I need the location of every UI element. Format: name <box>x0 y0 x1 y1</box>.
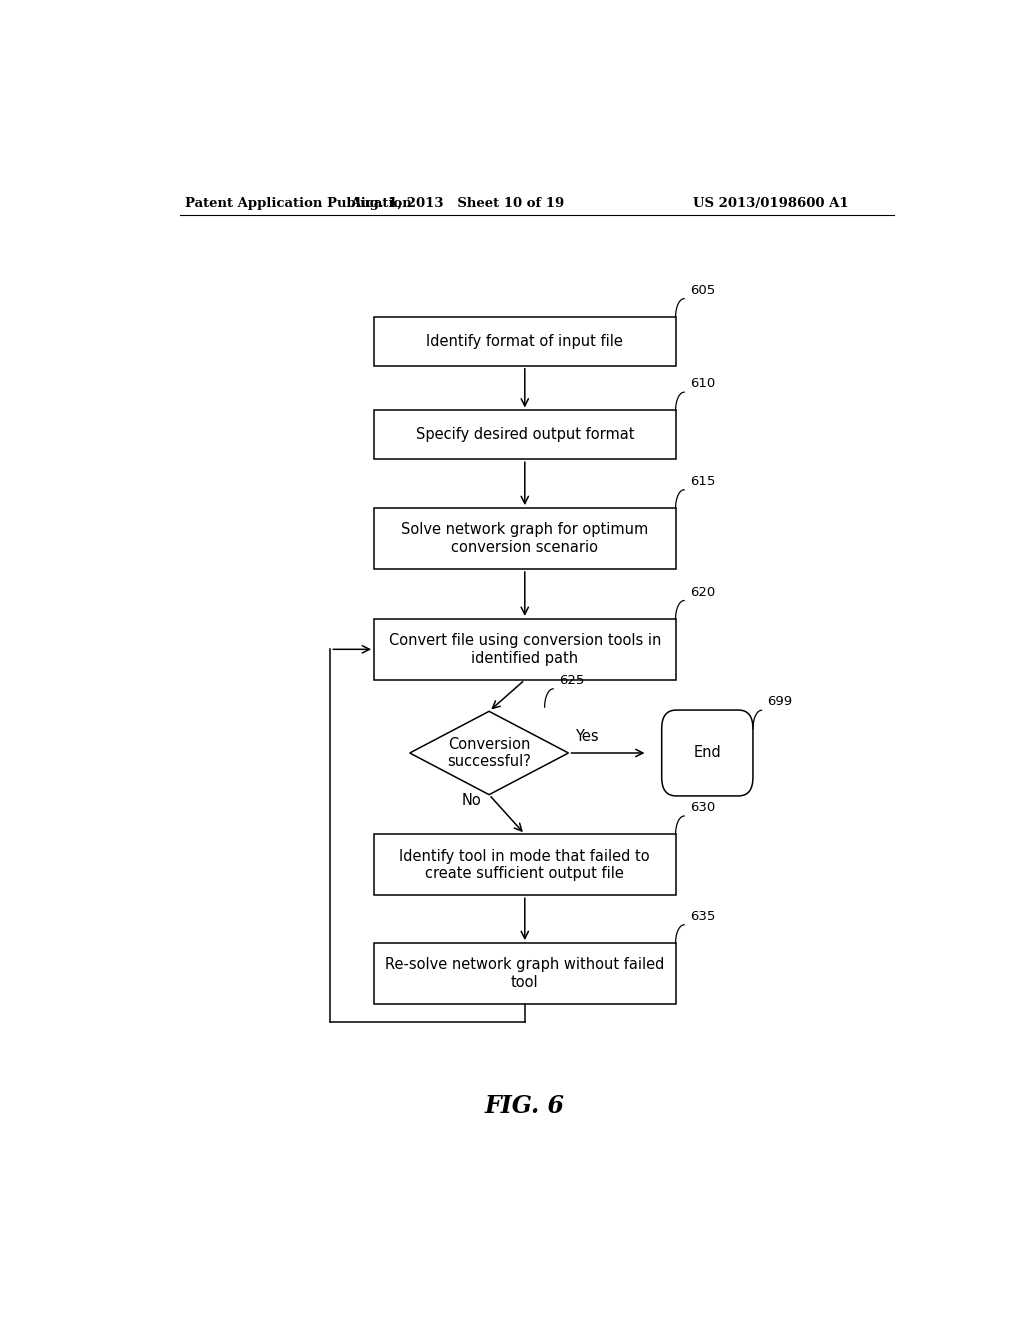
FancyBboxPatch shape <box>374 942 676 1005</box>
Text: 625: 625 <box>559 673 585 686</box>
Polygon shape <box>410 711 568 795</box>
Text: Identify tool in mode that failed to
create sufficient output file: Identify tool in mode that failed to cre… <box>399 849 650 880</box>
Text: Identify format of input file: Identify format of input file <box>426 334 624 348</box>
Text: 605: 605 <box>690 284 715 297</box>
Text: Solve network graph for optimum
conversion scenario: Solve network graph for optimum conversi… <box>401 523 648 554</box>
Text: Patent Application Publication: Patent Application Publication <box>185 197 412 210</box>
Text: FIG. 6: FIG. 6 <box>484 1094 565 1118</box>
Text: Aug. 1, 2013   Sheet 10 of 19: Aug. 1, 2013 Sheet 10 of 19 <box>350 197 564 210</box>
FancyBboxPatch shape <box>374 834 676 895</box>
Text: 610: 610 <box>690 378 715 391</box>
Text: US 2013/0198600 A1: US 2013/0198600 A1 <box>693 197 849 210</box>
Text: 620: 620 <box>690 586 715 598</box>
FancyBboxPatch shape <box>374 508 676 569</box>
Text: Convert file using conversion tools in
identified path: Convert file using conversion tools in i… <box>389 634 660 665</box>
Text: Specify desired output format: Specify desired output format <box>416 428 634 442</box>
Text: Conversion
successful?: Conversion successful? <box>447 737 531 770</box>
Text: No: No <box>462 793 481 808</box>
Text: 615: 615 <box>690 475 715 487</box>
Text: 630: 630 <box>690 801 715 814</box>
Text: 635: 635 <box>690 909 715 923</box>
Text: 699: 699 <box>767 696 793 709</box>
FancyBboxPatch shape <box>374 411 676 459</box>
FancyBboxPatch shape <box>374 619 676 680</box>
FancyBboxPatch shape <box>374 317 676 366</box>
Text: End: End <box>693 746 721 760</box>
Text: Re-solve network graph without failed
tool: Re-solve network graph without failed to… <box>385 957 665 990</box>
FancyBboxPatch shape <box>662 710 753 796</box>
Text: Yes: Yes <box>574 729 598 744</box>
